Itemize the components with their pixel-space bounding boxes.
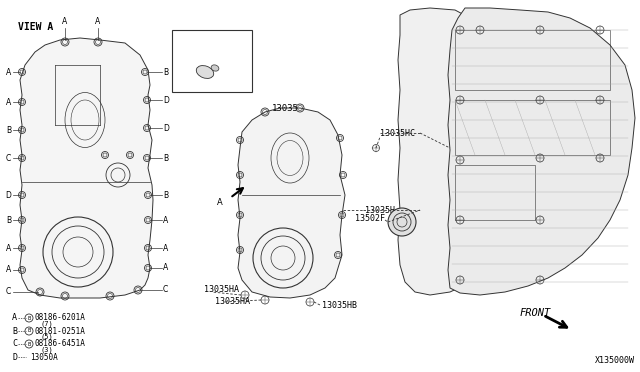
Text: D: D [12, 353, 17, 362]
Ellipse shape [196, 65, 214, 78]
Bar [172, 30, 252, 92]
Text: (5): (5) [40, 334, 52, 340]
Text: A: A [95, 17, 100, 26]
Text: C: C [6, 154, 11, 163]
Text: C: C [12, 340, 17, 349]
Text: B: B [6, 125, 11, 135]
Text: 13035H: 13035H [365, 205, 395, 215]
Text: 08181-0251A: 08181-0251A [34, 327, 85, 336]
Text: A: A [6, 244, 11, 253]
Text: B: B [28, 328, 31, 334]
Text: 08186-6201A: 08186-6201A [34, 314, 85, 323]
Polygon shape [448, 8, 635, 295]
Text: A: A [6, 67, 11, 77]
Text: 13035: 13035 [272, 103, 299, 112]
Text: (7): (7) [40, 321, 52, 327]
Text: A: A [163, 215, 168, 224]
Text: D: D [163, 96, 169, 105]
Text: (3): (3) [40, 347, 52, 353]
Text: D: D [163, 124, 169, 132]
Text: A: A [6, 266, 11, 275]
Text: B: B [163, 67, 168, 77]
Polygon shape [398, 8, 480, 295]
Text: A: A [217, 198, 223, 206]
Circle shape [388, 208, 416, 236]
Text: A: A [12, 314, 17, 323]
Text: B: B [163, 190, 168, 199]
Text: 13035HA: 13035HA [204, 285, 239, 295]
Text: C: C [163, 285, 168, 295]
Text: B: B [28, 315, 31, 321]
Text: 13035HB: 13035HB [322, 301, 357, 310]
Text: B: B [28, 341, 31, 346]
Text: A: A [163, 244, 168, 253]
Text: A: A [62, 17, 68, 26]
Text: B: B [12, 327, 17, 336]
Text: X135000W: X135000W [595, 356, 635, 365]
Polygon shape [20, 38, 153, 298]
Text: 13035HC: 13035HC [380, 128, 415, 138]
Text: 13050A: 13050A [30, 353, 58, 362]
Text: 13035HA: 13035HA [215, 298, 250, 307]
Text: A: A [163, 263, 168, 273]
Text: D: D [5, 190, 11, 199]
Text: VIEW A: VIEW A [18, 22, 53, 32]
Bar [455, 165, 535, 220]
Bar [455, 30, 610, 90]
Polygon shape [238, 108, 345, 298]
Text: A: A [6, 97, 11, 106]
Text: B: B [6, 215, 11, 224]
Text: 13502F: 13502F [355, 214, 385, 222]
Bar [455, 100, 610, 155]
Text: B: B [163, 154, 168, 163]
Ellipse shape [211, 65, 219, 71]
Text: C: C [6, 288, 11, 296]
Text: 08186-6451A: 08186-6451A [34, 340, 85, 349]
Text: FRONT: FRONT [520, 308, 551, 318]
Text: 13520Z: 13520Z [176, 35, 206, 44]
